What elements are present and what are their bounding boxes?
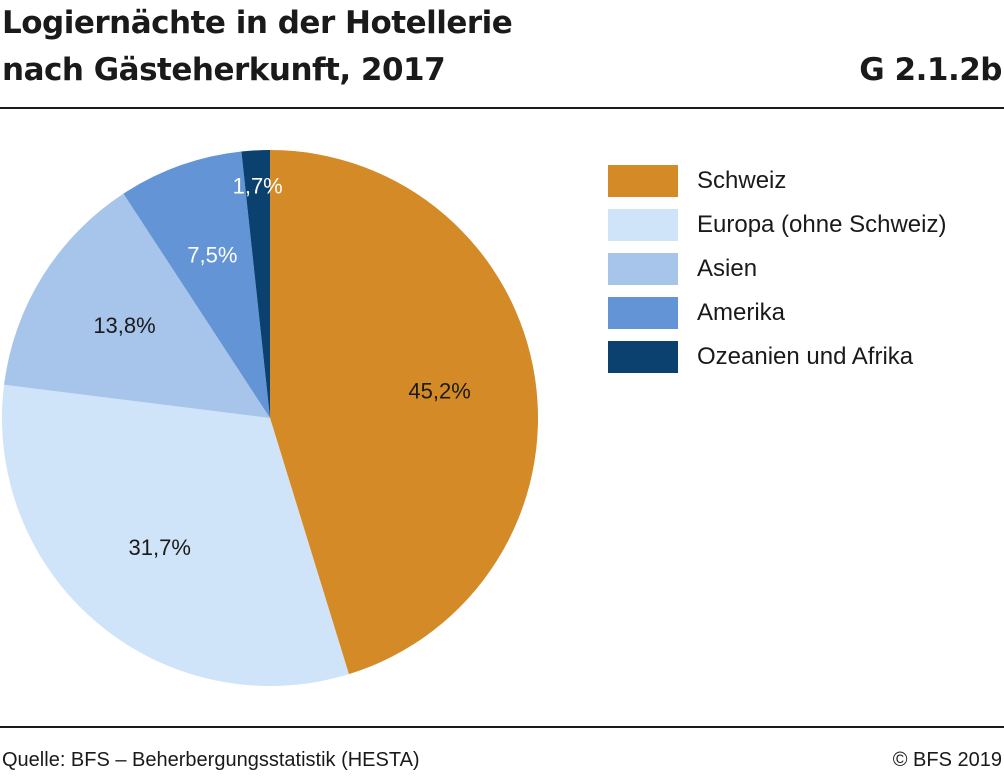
header-divider (0, 107, 1004, 109)
legend-item-asien: Asien (608, 247, 946, 291)
legend-label: Asien (697, 255, 758, 282)
chart-title-line-1: Logiernächte in der Hotellerie (2, 5, 513, 41)
pie-slices (2, 150, 539, 687)
pie-slice-labels: 45,2% 31,7% 13,8% 7,5% 1,7% (93, 174, 470, 561)
legend-label: Schweiz (697, 167, 787, 194)
legend-item-schweiz: Schweiz (608, 159, 946, 203)
pie-label-asien: 13,8% (93, 313, 155, 338)
legend: Schweiz Europa (ohne Schweiz) Asien Amerika… (608, 159, 946, 379)
copyright-note: © BFS 2019 (892, 749, 1002, 771)
source-note: Quelle: BFS – Beherbergungsstatistik (HE… (2, 749, 420, 771)
chart-title-line-2: nach Gästeherkunft, 2017 (2, 52, 446, 88)
legend-label: Europa (ohne Schweiz) (697, 211, 947, 238)
legend-label: Ozeanien und Afrika (697, 343, 914, 370)
legend-label: Amerika (697, 299, 786, 326)
pie-slice-schweiz (270, 150, 539, 675)
footer-divider (0, 726, 1004, 728)
pie-slice-amerika (123, 151, 270, 418)
legend-swatch (608, 165, 678, 197)
legend-swatch (608, 253, 678, 285)
legend-swatch (608, 209, 678, 241)
pie-label-schweiz: 45,2% (408, 378, 470, 403)
pie-slice-europa-ohne-schweiz (2, 384, 349, 687)
chart-title: Logiernächte in der Hotellerie nach Gäst… (2, 0, 802, 94)
chart-id: G 2.1.2b (859, 52, 1002, 88)
legend-item-amerika: Amerika (608, 291, 946, 335)
legend-item-ozeanien-und-afrika: Ozeanien und Afrika (608, 335, 946, 379)
legend-swatch (608, 297, 678, 329)
pie-label-europa-ohne-schweiz: 31,7% (129, 535, 191, 560)
pie-label-ozeanien-und-afrika: 1,7% (233, 174, 283, 199)
pie-slice-ozeanien-und-afrika (241, 150, 270, 418)
legend-swatch (608, 341, 678, 373)
pie-slice-asien (4, 193, 271, 418)
pie-label-amerika: 7,5% (187, 242, 237, 267)
legend-item-europa-ohne-schweiz: Europa (ohne Schweiz) (608, 203, 946, 247)
